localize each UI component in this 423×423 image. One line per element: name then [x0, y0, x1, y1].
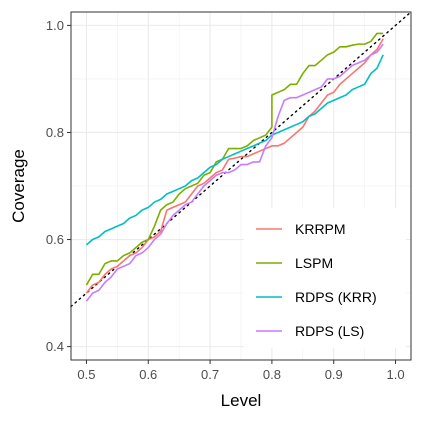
x-axis-title: Level — [221, 391, 262, 410]
series-lines — [85, 32, 384, 302]
x-tick-label: 0.8 — [263, 367, 281, 382]
legend-label: KRRPM — [295, 221, 346, 237]
x-tick-label: 0.9 — [325, 367, 343, 382]
legend-label: LSPM — [295, 255, 333, 271]
x-axis-ticks: 0.5 0.6 0.7 0.8 0.9 1.0 — [77, 360, 405, 382]
series-line-rdps-krr — [85, 54, 384, 246]
y-tick-label: 0.8 — [46, 125, 64, 140]
x-tick-label: 0.7 — [201, 367, 219, 382]
y-tick-label: 0.6 — [46, 232, 64, 247]
x-tick-label: 0.6 — [139, 367, 157, 382]
series-line-lspm — [85, 32, 384, 286]
y-tick-label: 1.0 — [46, 18, 64, 33]
grid-lines — [71, 12, 411, 360]
series-line-krrpm — [85, 38, 384, 294]
y-axis-title: Coverage — [9, 149, 28, 223]
legend: KRRPM LSPM RDPS (KRR) RDPS (LS) — [244, 208, 406, 348]
y-axis-ticks: 0.4 0.6 0.8 1.0 — [46, 18, 71, 354]
x-tick-label: 1.0 — [387, 367, 405, 382]
reference-diagonal-line — [70, 11, 412, 308]
reference-dotted-line — [70, 11, 412, 308]
legend-label: RDPS (LS) — [295, 323, 364, 339]
y-tick-label: 0.4 — [46, 339, 64, 354]
legend-label: RDPS (KRR) — [295, 289, 377, 305]
x-tick-label: 0.5 — [77, 367, 95, 382]
panel-border — [70, 11, 412, 361]
series-line-rdps-ls — [85, 43, 384, 302]
